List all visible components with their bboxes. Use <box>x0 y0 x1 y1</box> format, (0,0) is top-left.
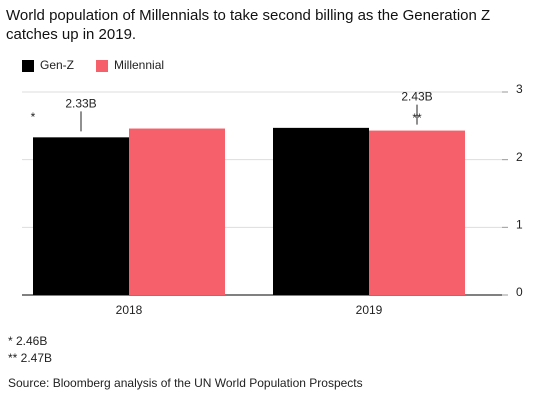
value-label: 2.33B <box>65 97 96 111</box>
chart-title-line: catches up in 2019. <box>6 26 136 43</box>
chart-title-line: World population of Millennials to take … <box>6 7 490 24</box>
legend-label: Millennial <box>114 58 164 72</box>
footnote: * 2.46B <box>8 334 47 348</box>
bar <box>129 128 225 295</box>
y-tick-label: 0 <box>516 285 523 299</box>
x-tick-label: 2018 <box>116 303 143 317</box>
bar <box>369 130 465 295</box>
y-tick-label: 2 <box>516 150 523 164</box>
source: Source: Bloomberg analysis of the UN Wor… <box>8 376 363 390</box>
footnote-marker: ** <box>412 111 422 125</box>
legend-swatch <box>22 60 34 72</box>
y-tick-label: 1 <box>516 218 523 232</box>
bar <box>33 137 129 295</box>
legend-swatch <box>96 60 109 72</box>
footnote-marker: * <box>31 110 36 124</box>
bar <box>273 127 369 295</box>
x-tick-label: 2019 <box>356 303 383 317</box>
value-label: 2.43B <box>401 90 432 104</box>
y-tick-label: 3 <box>516 82 523 96</box>
legend-label: Gen-Z <box>40 58 74 72</box>
footnote: ** 2.47B <box>8 351 52 365</box>
